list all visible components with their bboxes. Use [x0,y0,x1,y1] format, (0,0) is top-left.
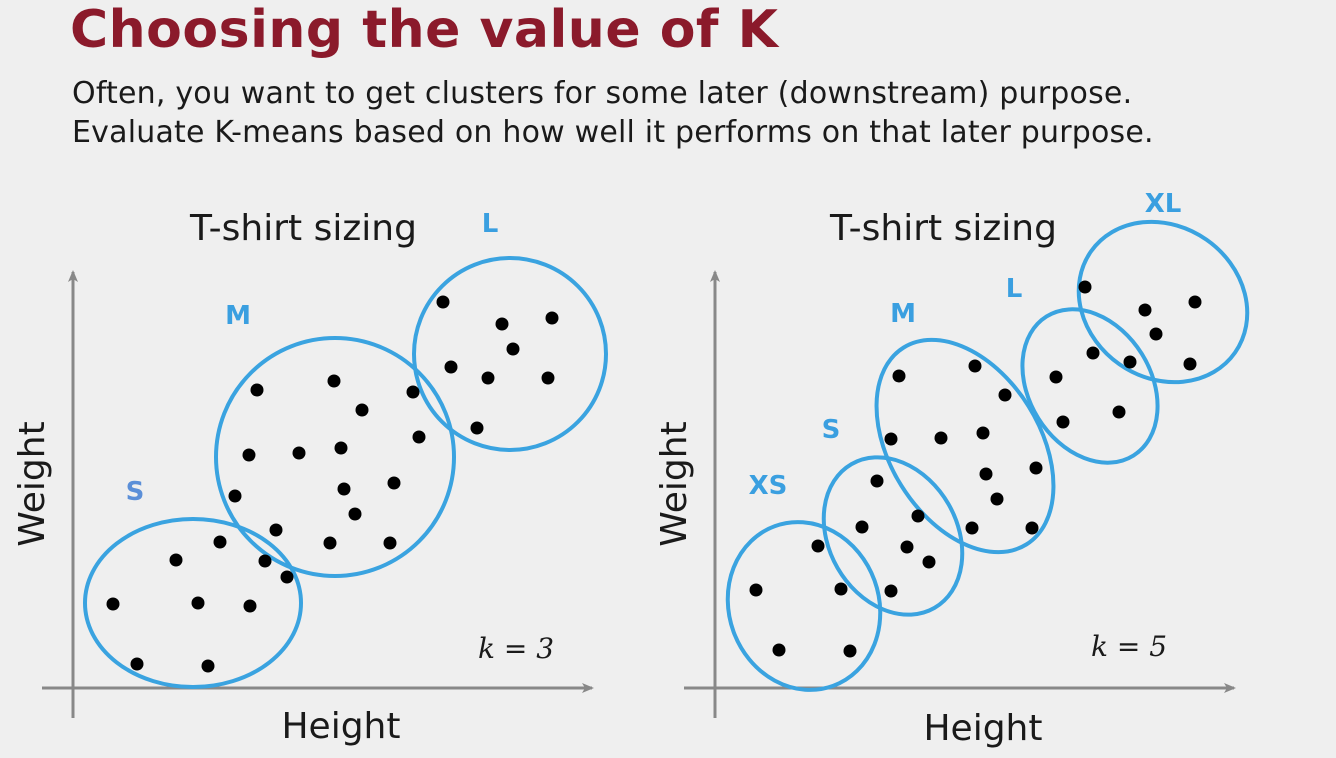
plot-left-point-5 [213,535,227,549]
plot-left: T-shirt sizing Height Weight S M L k = 3 [12,208,608,747]
plot-right-point-27 [1078,280,1092,294]
plot-left-point-30 [541,371,555,385]
cluster-label-xs: XS [749,471,788,501]
plot-left-point-7 [258,554,272,568]
plot-right-point-19 [998,388,1012,402]
plot-right-point-8 [884,432,898,446]
plot-right-point-1 [772,643,786,657]
cluster-label-s-right: S [822,415,841,445]
plot-left-point-17 [337,482,351,496]
plot-left-points [106,295,559,673]
cluster-label-xl: XL [1145,189,1182,219]
plot-right-point-18 [990,492,1004,506]
slide-title: Choosing the value of K [70,0,779,60]
subtitle-line-1: Often, you want to get clusters for some… [72,76,1133,111]
plot-left-point-10 [242,448,256,462]
plot-right-point-24 [1086,346,1100,360]
plot-left-point-27 [481,371,495,385]
plot-left-y-label: Weight [12,421,53,546]
plot-left-point-4 [201,659,215,673]
plot-right-point-6 [870,474,884,488]
plot-right-point-16 [976,426,990,440]
plot-left-point-26 [470,421,484,435]
plot-left-point-28 [495,317,509,331]
plot-right-point-2 [811,539,825,553]
cluster-l-outline-right [1020,307,1160,465]
plot-right-point-12 [892,369,906,383]
plot-left-x-label: Height [281,706,400,747]
plot-right-point-5 [855,520,869,534]
plot-right-point-20 [1025,521,1039,535]
plot-right-point-31 [1188,295,1202,309]
plot-left-point-0 [106,597,120,611]
plot-left-point-11 [250,383,264,397]
plot-right-point-13 [934,431,948,445]
plot-right-point-21 [1029,461,1043,475]
plot-left-point-14 [323,536,337,550]
plot-left-point-12 [269,523,283,537]
plot-left-point-22 [406,385,420,399]
plot-left-point-24 [436,295,450,309]
plot-right-point-10 [911,509,925,523]
plot-left-k-label: k = 3 [478,632,554,665]
plot-right-point-28 [1138,303,1152,317]
plot-right-point-26 [1123,355,1137,369]
plot-left-point-21 [387,476,401,490]
cluster-xl-outline [1076,219,1250,385]
plot-right-point-9 [900,540,914,554]
plot-right-point-22 [1049,370,1063,384]
cluster-label-m: M [225,301,251,331]
plot-left-point-18 [348,507,362,521]
cluster-label-l-right: L [1006,274,1023,304]
plot-right-point-0 [749,583,763,597]
cluster-m-outline [214,336,456,578]
plot-left-point-29 [506,342,520,356]
plot-right-point-29 [1149,327,1163,341]
plot-right-point-4 [843,644,857,658]
cluster-s-outline-right [821,455,965,617]
plot-right-point-11 [922,555,936,569]
plot-right-point-23 [1056,415,1070,429]
plot-right-point-17 [979,467,993,481]
plot-right-point-15 [968,359,982,373]
plot-left-point-19 [355,403,369,417]
plot-left-title: T-shirt sizing [189,208,417,249]
cluster-s-outline [83,517,303,689]
plot-left-point-23 [412,430,426,444]
plot-right-k-label: k = 5 [1091,630,1167,663]
plot-right-point-14 [965,521,979,535]
plot-left-point-25 [444,360,458,374]
plot-left-point-31 [545,311,559,325]
plot-right-point-30 [1183,357,1197,371]
cluster-l-outline [412,256,608,452]
plot-left-point-20 [383,536,397,550]
plot-right-points [749,280,1202,658]
subtitle-line-2: Evaluate K-means based on how well it pe… [72,115,1154,150]
plot-left-point-16 [334,441,348,455]
plot-right-title: T-shirt sizing [829,208,1057,249]
plot-left-point-9 [228,489,242,503]
plot-left-point-15 [327,374,341,388]
cluster-label-l: L [482,209,499,239]
plot-left-point-1 [130,657,144,671]
plot-right-point-7 [884,584,898,598]
plot-left-point-3 [191,596,205,610]
plot-left-point-6 [243,599,257,613]
plot-left-point-2 [169,553,183,567]
plot-right-y-label: Weight [654,421,695,546]
cluster-m-outline-right [874,337,1056,555]
plot-right-point-3 [834,582,848,596]
plot-left-point-8 [280,570,294,584]
plot-right-x-label: Height [923,708,1042,749]
cluster-xs-outline [725,520,883,692]
cluster-label-m-right: M [890,299,916,329]
plot-right: T-shirt sizing Height Weight XS S M L XL… [654,189,1250,749]
plot-left-point-13 [292,446,306,460]
plot-right-point-25 [1112,405,1126,419]
cluster-label-s: S [126,477,145,507]
